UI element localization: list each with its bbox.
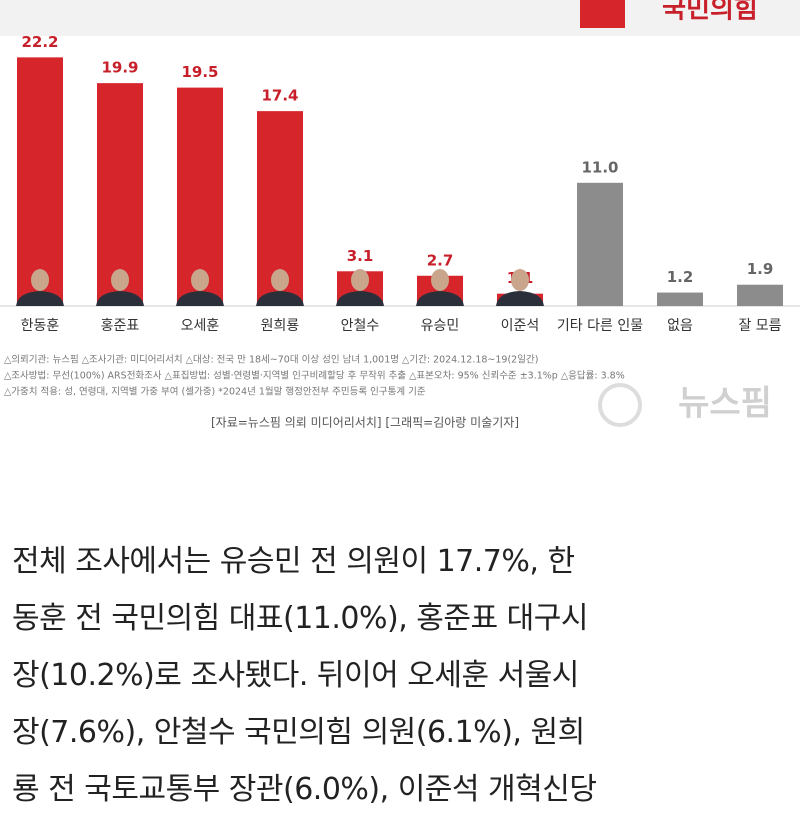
chart: 국민의힘 [자료=뉴스핌 의뢰 미디어리서치] [그래픽=김아랑 미술기자] 뉴…	[0, 0, 800, 430]
person-head	[111, 269, 129, 291]
person-head	[511, 269, 529, 291]
x-tick-label: 홍준표	[101, 318, 140, 334]
bar	[17, 57, 63, 306]
x-tick-label: 유승민	[421, 318, 460, 334]
person-photo	[416, 291, 464, 306]
x-tick-label: 이준석	[501, 318, 540, 334]
watermark: 뉴스핌	[678, 384, 772, 424]
value-label: 17.4	[261, 87, 298, 105]
value-label: 3.1	[347, 247, 374, 265]
value-label: 1.9	[747, 260, 774, 278]
article-line: 동훈 전 국민의힘 대표(11.0%), 홍준표 대구시	[12, 601, 588, 636]
value-label: 2.7	[427, 251, 454, 269]
person-photo	[256, 291, 304, 306]
bar	[657, 292, 703, 306]
bar	[737, 284, 783, 306]
x-tick-label: 원희룡	[261, 318, 300, 334]
watermark-logo	[598, 383, 642, 427]
person-photo	[336, 291, 384, 306]
person-head	[271, 269, 289, 291]
person-head	[351, 269, 369, 291]
article-line: 룡 전 국토교통부 장관(6.0%), 이준석 개혁신당	[12, 772, 597, 807]
person-photo	[96, 291, 144, 306]
note: △조사방법: 무선(100%) ARS전화조사 △표집방법: 성별·연령별·지역…	[4, 370, 625, 382]
logo: 국민의힘	[662, 0, 758, 25]
person-photo	[496, 291, 544, 306]
note: △의뢰기관: 뉴스핌 △조사기관: 미디어리서치 △대상: 전국 만 18세~7…	[4, 354, 538, 366]
x-tick-label: 한동훈	[21, 318, 60, 334]
person-photo	[176, 291, 224, 306]
value-label: 19.5	[181, 63, 218, 81]
value-label: 19.9	[101, 59, 138, 77]
header-band	[0, 0, 800, 36]
x-tick-label: 안철수	[341, 318, 380, 334]
value-label: 11.0	[581, 158, 618, 176]
person-head	[31, 269, 49, 291]
logo-block	[580, 0, 625, 28]
article-line: 장(7.6%), 안철수 국민의힘 의원(6.1%), 원희	[12, 715, 585, 750]
article-line: 전체 조사에서는 유승민 전 의원이 17.7%, 한	[12, 544, 575, 579]
x-tick-label: 오세훈	[181, 318, 220, 334]
person-head	[431, 269, 449, 291]
article-line: 장(10.2%)로 조사됐다. 뒤이어 오세훈 서울시	[12, 658, 579, 693]
bar	[97, 83, 143, 307]
bar	[577, 182, 623, 306]
x-tick-label: 없음	[667, 318, 693, 334]
note: △가중치 적용: 성, 연령대, 지역별 가중 부여 (셀가중) *2024년 …	[4, 386, 426, 398]
x-tick-label: 기타 다른 인물	[557, 318, 643, 334]
x-tick-label: 잘 모름	[738, 318, 781, 334]
value-label: 22.2	[21, 33, 58, 51]
person-photo	[16, 291, 64, 306]
person-head	[191, 269, 209, 291]
value-label: 1.2	[667, 268, 694, 286]
source: [자료=뉴스핌 의뢰 미디어리서치] [그래픽=김아랑 미술기자]	[211, 416, 519, 430]
